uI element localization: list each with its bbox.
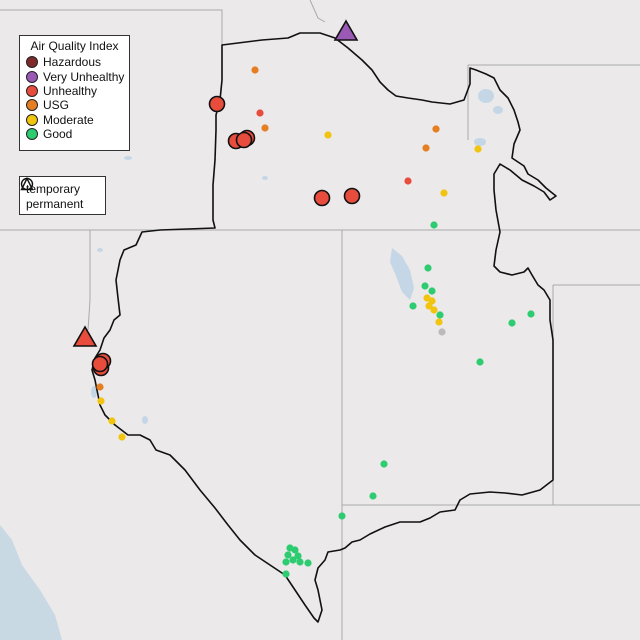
monitor-marker[interactable] xyxy=(291,546,299,554)
monitor-marker[interactable] xyxy=(108,417,116,425)
lake xyxy=(142,416,148,424)
temporary-monitor-marker[interactable] xyxy=(343,187,361,205)
temporary-monitor-marker[interactable] xyxy=(313,189,331,207)
monitor-marker[interactable] xyxy=(118,433,126,441)
monitor-marker[interactable] xyxy=(256,109,264,117)
good-swatch-icon xyxy=(26,128,38,141)
monitor-marker[interactable] xyxy=(436,311,444,319)
permanent-monitor-marker[interactable] xyxy=(333,19,359,41)
legend-label: temporary xyxy=(26,181,81,196)
monitor-marker[interactable] xyxy=(324,131,332,139)
monitor-marker[interactable] xyxy=(421,282,429,290)
monitor-marker[interactable] xyxy=(432,125,440,133)
monitor-marker[interactable] xyxy=(369,492,377,500)
monitor-marker[interactable] xyxy=(527,310,535,318)
legend-entry-good: Good xyxy=(26,127,123,141)
temporary-monitor-marker[interactable] xyxy=(208,95,226,113)
lake xyxy=(478,89,494,103)
monitor-marker[interactable] xyxy=(476,358,484,366)
monitor-marker[interactable] xyxy=(261,124,269,132)
monitor-marker[interactable] xyxy=(474,145,482,153)
legend-entry-unhealthy: Unhealthy xyxy=(26,84,123,98)
monitor-marker[interactable] xyxy=(284,551,292,559)
lake xyxy=(474,138,486,146)
monitor-marker[interactable] xyxy=(282,570,290,578)
monitor-marker[interactable] xyxy=(251,66,259,74)
legend-entry-very-unhealthy: Very Unhealthy xyxy=(26,69,125,84)
hazardous-swatch-icon xyxy=(26,56,38,69)
monitor-marker[interactable] xyxy=(409,302,417,310)
ocean xyxy=(0,525,62,640)
monitor-marker[interactable] xyxy=(282,558,290,566)
monitor-marker[interactable] xyxy=(425,302,433,310)
legend-entry-moderate: Moderate xyxy=(26,113,123,127)
monitor-marker[interactable] xyxy=(294,552,302,560)
monitor-marker[interactable] xyxy=(424,264,432,272)
large-monitors xyxy=(72,19,361,377)
very-unhealthy-swatch-icon xyxy=(26,70,38,83)
usg-swatch-icon xyxy=(26,99,38,112)
legend-entry-temporary: temporary xyxy=(20,177,99,196)
legend-label: Good xyxy=(43,127,73,142)
lake xyxy=(262,176,268,180)
lake xyxy=(493,106,503,114)
monitor-marker[interactable] xyxy=(435,318,443,326)
aqi-legend: Air Quality Index Hazardous Very Unhealt… xyxy=(19,35,130,151)
temporary-monitor-marker[interactable] xyxy=(91,355,109,373)
legend-label: USG xyxy=(43,98,70,113)
monitor-marker[interactable] xyxy=(404,177,412,185)
small-monitors xyxy=(96,66,535,578)
monitor-marker[interactable] xyxy=(96,383,104,391)
monitor-type-legend: temporary permanent xyxy=(19,176,106,215)
monitor-marker[interactable] xyxy=(508,319,516,327)
monitor-marker[interactable] xyxy=(338,512,346,520)
legend-label: Very Unhealthy xyxy=(43,69,125,84)
monitor-marker[interactable] xyxy=(430,306,438,314)
monitor-marker[interactable] xyxy=(438,328,446,336)
monitor-marker[interactable] xyxy=(289,556,297,564)
monitor-marker[interactable] xyxy=(296,558,304,566)
monitor-marker[interactable] xyxy=(428,287,436,295)
unhealthy-swatch-icon xyxy=(26,84,38,97)
monitor-marker[interactable] xyxy=(380,460,388,468)
permanent-monitor-marker[interactable] xyxy=(72,325,98,347)
legend-label: Moderate xyxy=(43,112,94,127)
monitor-marker[interactable] xyxy=(440,189,448,197)
legend-entry-usg: USG xyxy=(26,98,123,112)
legend-entry-hazardous: Hazardous xyxy=(26,55,123,69)
lake xyxy=(91,386,97,398)
temporary-monitor-marker[interactable] xyxy=(235,131,253,149)
legend-title: Air Quality Index xyxy=(30,39,119,53)
lake xyxy=(390,248,414,300)
legend-entry-permanent: permanent xyxy=(20,177,99,211)
lake xyxy=(97,248,103,252)
monitor-marker[interactable] xyxy=(422,144,430,152)
lake xyxy=(124,156,132,160)
legend-label: Unhealthy xyxy=(43,83,98,98)
moderate-swatch-icon xyxy=(26,113,38,126)
monitor-marker[interactable] xyxy=(97,397,105,405)
legend-label: permanent xyxy=(26,196,84,211)
monitor-marker[interactable] xyxy=(304,559,312,567)
legend-label: Hazardous xyxy=(43,55,102,70)
triangle-icon xyxy=(20,177,34,191)
monitor-marker[interactable] xyxy=(430,221,438,229)
